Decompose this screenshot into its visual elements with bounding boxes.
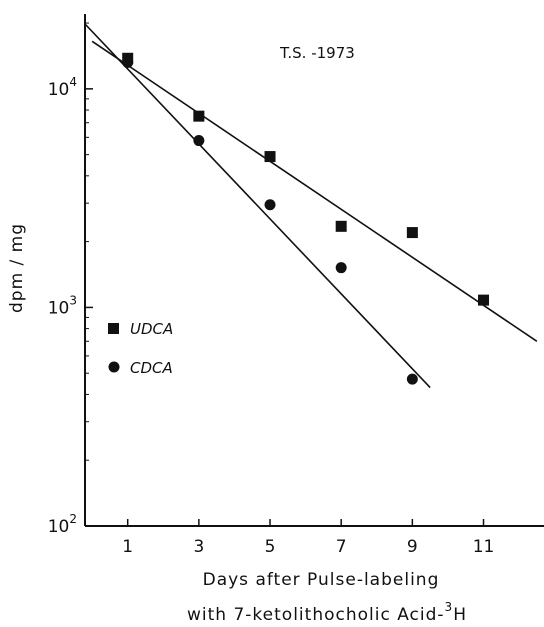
annotation-label: T.S. -1973 bbox=[279, 44, 355, 62]
data-markers bbox=[122, 52, 490, 385]
x-axis-label-line2: with 7-ketolithocholic Acid-3H bbox=[187, 600, 467, 625]
fit-lines bbox=[84, 23, 538, 389]
legend-marker-udca bbox=[108, 323, 119, 334]
x-axis-label-line2-main: with 7-ketolithocholic Acid- bbox=[187, 605, 445, 625]
point-cdca bbox=[335, 262, 347, 274]
fit-line-cdca bbox=[84, 23, 431, 389]
point-cdca bbox=[406, 373, 418, 385]
legend-label-udca: UDCA bbox=[130, 320, 173, 338]
x-tick-label: 5 bbox=[265, 537, 276, 557]
x-tick-label: 11 bbox=[473, 537, 495, 557]
y-tick-label: 102 bbox=[48, 512, 77, 537]
point-udca bbox=[335, 220, 347, 232]
x-axis-label-superscript: 3 bbox=[445, 600, 454, 614]
x-tick-label: 1 bbox=[122, 537, 133, 557]
y-tick-label: 104 bbox=[48, 75, 77, 100]
x-axis-label-line1: Days after Pulse-labeling bbox=[203, 570, 440, 590]
legend: UDCA CDCA bbox=[108, 320, 173, 377]
x-tick-label: 9 bbox=[407, 537, 418, 557]
axes: 104 103 102 1 3 5 7 9 11 bbox=[48, 14, 544, 557]
point-cdca bbox=[193, 135, 205, 147]
x-tick-label: 3 bbox=[193, 537, 204, 557]
point-udca bbox=[264, 151, 276, 163]
y-tick-label: 103 bbox=[48, 293, 77, 318]
point-cdca bbox=[264, 199, 276, 211]
y-axis-label: dpm / mg bbox=[7, 223, 27, 313]
x-tick-label: 7 bbox=[336, 537, 347, 557]
legend-marker-cdca bbox=[108, 361, 120, 373]
point-cdca bbox=[122, 56, 134, 68]
fit-line-udca bbox=[91, 40, 538, 342]
legend-label-cdca: CDCA bbox=[130, 359, 173, 377]
point-udca bbox=[193, 110, 205, 122]
x-axis-label-suffix: H bbox=[453, 605, 467, 625]
point-udca bbox=[406, 227, 418, 239]
point-udca bbox=[478, 294, 490, 306]
